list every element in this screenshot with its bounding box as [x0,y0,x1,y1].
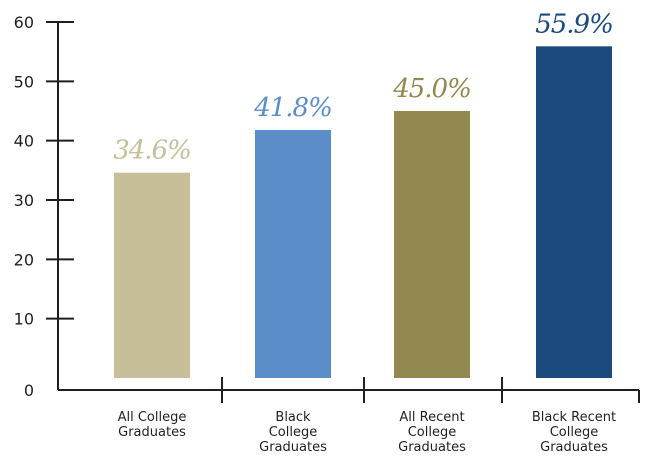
category-label: Black Recent College Graduates [532,410,616,455]
category-label: All College Graduates [118,410,187,440]
category-label: All Recent College Graduates [398,410,466,455]
bar [536,46,612,379]
y-tick-label: 20 [14,250,34,269]
bar-value-label: 45.0% [392,74,471,104]
y-tick-label: 40 [14,132,34,151]
y-tick-label: 50 [14,72,34,91]
bar [114,172,190,378]
bar-value-label: 55.9% [535,9,613,39]
category-label: Black College Graduates [259,410,327,455]
y-tick-label: 0 [24,381,34,400]
bar [255,129,331,378]
bars [114,46,612,379]
y-tick-label: 60 [14,13,34,32]
bar-value-label: 41.8% [253,93,332,123]
y-tick-label: 10 [14,310,34,329]
bar-value-label: 34.6% [113,136,191,166]
axes: 0 10 20 30 40 50 60 [14,13,640,403]
bar [394,111,470,378]
y-tick-label: 30 [14,191,34,210]
labels: 34.6% All College Graduates 41.8% Black Colle… [113,9,616,455]
